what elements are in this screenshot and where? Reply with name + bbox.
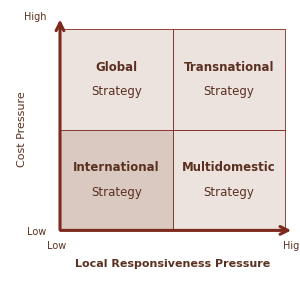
Text: Local Responsiveness Pressure: Local Responsiveness Pressure xyxy=(75,259,270,269)
Text: Multidomestic: Multidomestic xyxy=(182,161,276,175)
Text: High: High xyxy=(24,12,46,22)
Text: Global: Global xyxy=(95,60,137,74)
FancyBboxPatch shape xyxy=(172,130,285,230)
Text: Strategy: Strategy xyxy=(203,185,254,199)
Text: Strategy: Strategy xyxy=(91,85,142,98)
Text: Transnational: Transnational xyxy=(184,60,274,74)
Text: Cost Pressure: Cost Pressure xyxy=(17,92,27,168)
Text: International: International xyxy=(73,161,160,175)
FancyBboxPatch shape xyxy=(60,130,172,230)
Text: Low: Low xyxy=(47,241,66,251)
Text: Low: Low xyxy=(27,228,46,237)
FancyBboxPatch shape xyxy=(60,29,172,130)
Text: Strategy: Strategy xyxy=(91,185,142,199)
FancyBboxPatch shape xyxy=(172,29,285,130)
Text: High: High xyxy=(283,241,300,251)
Text: Strategy: Strategy xyxy=(203,85,254,98)
